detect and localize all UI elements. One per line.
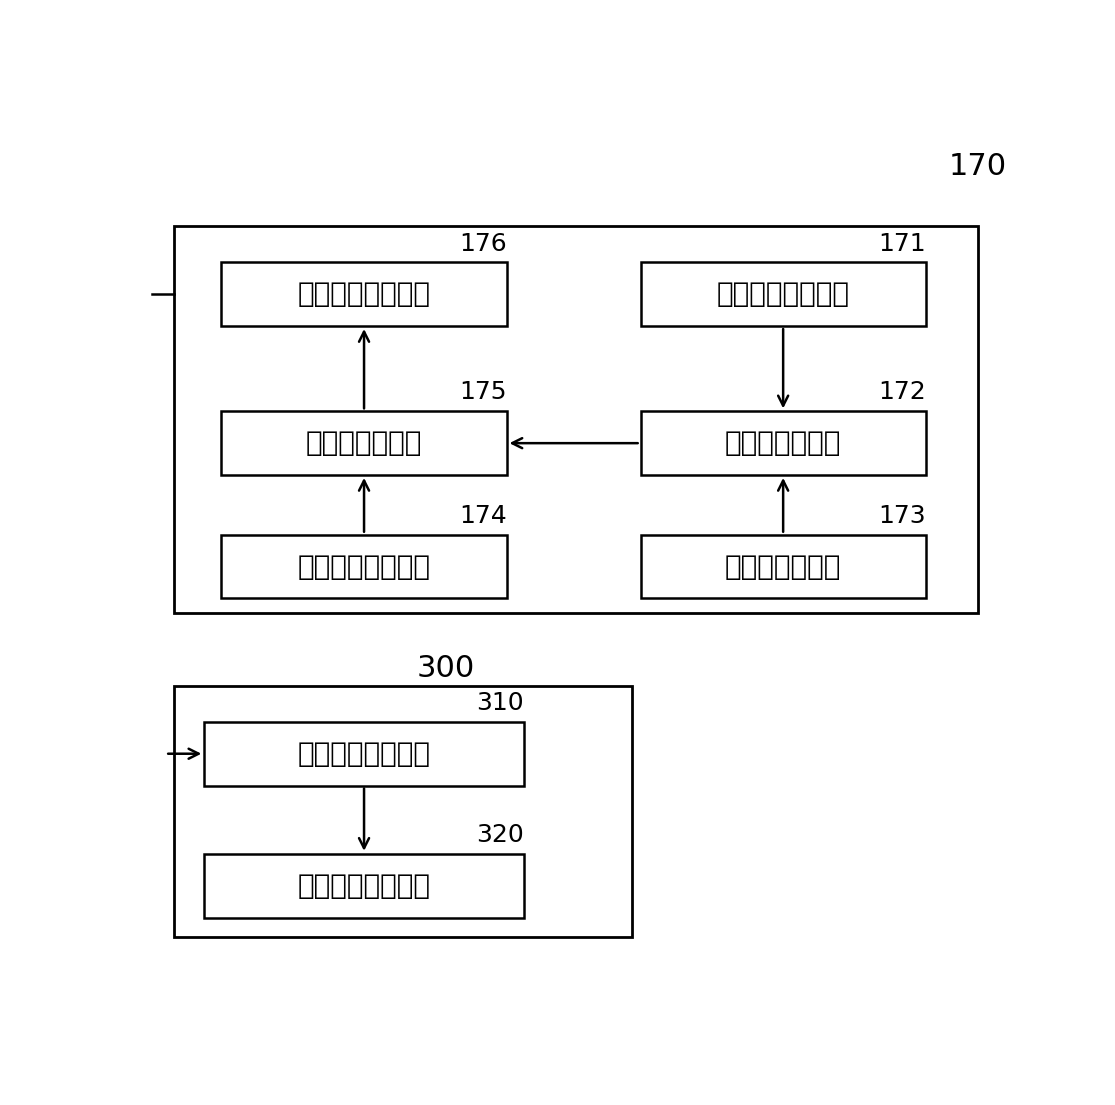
Bar — [222, 262, 506, 326]
Text: 取景图像判断模块: 取景图像判断模块 — [717, 281, 850, 308]
Text: 176: 176 — [459, 232, 506, 255]
Bar — [640, 535, 925, 599]
Text: 171: 171 — [879, 232, 925, 255]
Text: 173: 173 — [879, 504, 925, 528]
Text: 水平仪判断模块: 水平仪判断模块 — [725, 552, 842, 580]
Text: 坐标数据显示模块: 坐标数据显示模块 — [298, 872, 430, 899]
Bar — [640, 411, 925, 475]
Text: 170: 170 — [949, 152, 1007, 181]
Bar — [174, 227, 978, 613]
Bar — [204, 854, 524, 917]
Text: 172: 172 — [878, 380, 925, 404]
Bar — [174, 685, 632, 937]
Text: 174: 174 — [459, 504, 506, 528]
Bar — [222, 535, 506, 599]
Text: 定位数据修正模块: 定位数据修正模块 — [298, 739, 430, 768]
Text: 激光测距接收模块: 激光测距接收模块 — [298, 552, 430, 580]
Text: 175: 175 — [459, 380, 506, 404]
Bar — [640, 262, 925, 326]
Bar — [204, 722, 524, 786]
Bar — [222, 411, 506, 475]
Text: 通信链路控制模块: 通信链路控制模块 — [298, 281, 430, 308]
Text: 320: 320 — [476, 823, 524, 846]
Text: 水平度加权模块: 水平度加权模块 — [725, 429, 842, 457]
Text: 300: 300 — [417, 654, 475, 683]
Text: 310: 310 — [476, 691, 524, 715]
Text: 时间戳生成模块: 时间戳生成模块 — [306, 429, 423, 457]
